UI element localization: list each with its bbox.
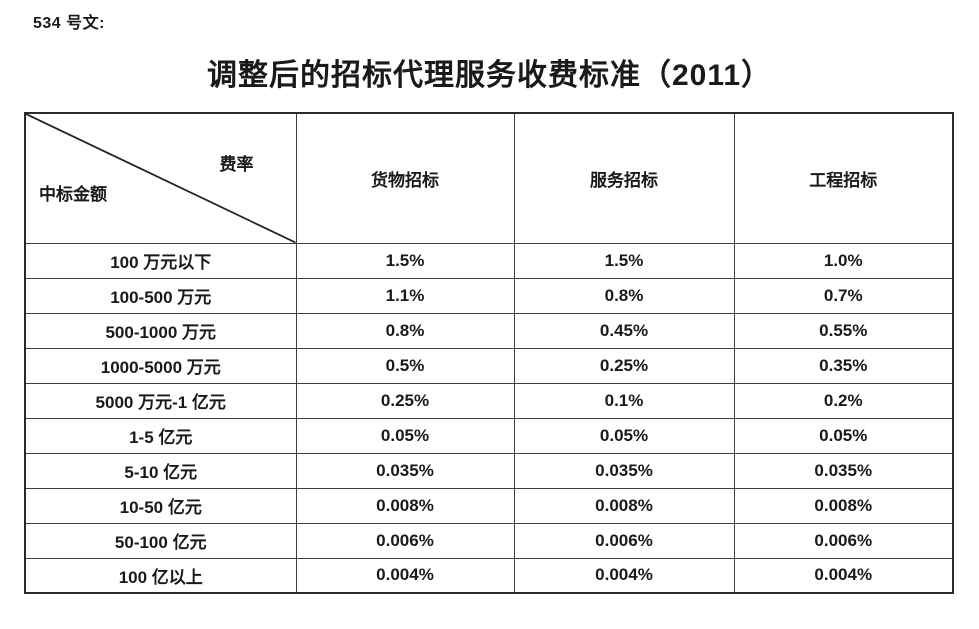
column-header-services: 服务招标 <box>513 112 735 244</box>
table-row: 10-50 亿元 0.008% 0.008% 0.008% <box>24 487 954 524</box>
diagonal-line-icon <box>26 114 296 243</box>
fee-cell: 0.8% <box>295 312 515 349</box>
table-row: 50-100 亿元 0.006% 0.006% 0.006% <box>24 522 954 559</box>
row-label: 5000 万元-1 亿元 <box>24 382 297 419</box>
fee-cell: 0.35% <box>733 347 954 384</box>
fee-cell: 0.1% <box>513 382 735 419</box>
row-label: 100 万元以下 <box>24 242 297 279</box>
fee-cell: 0.8% <box>513 277 735 314</box>
fee-cell: 0.5% <box>295 347 515 384</box>
table-row: 1-5 亿元 0.05% 0.05% 0.05% <box>24 417 954 454</box>
fee-cell: 0.2% <box>733 382 954 419</box>
fee-cell: 0.008% <box>733 487 954 524</box>
row-label: 5-10 亿元 <box>24 452 297 489</box>
row-label: 1000-5000 万元 <box>24 347 297 384</box>
page-title: 调整后的招标代理服务收费标准（2011） <box>206 59 773 92</box>
fee-cell: 1.1% <box>295 277 515 314</box>
corner-label-rate: 费率 <box>219 155 254 174</box>
table-row: 500-1000 万元 0.8% 0.45% 0.55% <box>24 312 954 349</box>
fee-cell: 0.035% <box>733 452 954 489</box>
fee-cell: 0.55% <box>733 312 954 349</box>
fee-cell: 1.0% <box>733 242 954 279</box>
fee-cell: 0.25% <box>295 382 515 419</box>
fee-cell: 0.008% <box>513 487 735 524</box>
fee-cell: 0.035% <box>513 452 735 489</box>
fee-cell: 0.035% <box>295 452 515 489</box>
table-row: 5-10 亿元 0.035% 0.035% 0.035% <box>24 452 954 489</box>
table-row: 100-500 万元 1.1% 0.8% 0.7% <box>24 277 954 314</box>
fee-cell: 0.05% <box>513 417 735 454</box>
column-header-goods: 货物招标 <box>295 112 515 244</box>
row-label: 10-50 亿元 <box>24 487 297 524</box>
row-label: 100 亿以上 <box>24 557 297 594</box>
fee-cell: 0.006% <box>295 522 515 559</box>
fee-cell: 0.004% <box>513 557 735 594</box>
fee-cell: 1.5% <box>513 242 735 279</box>
table-row: 100 万元以下 1.5% 1.5% 1.0% <box>24 242 954 279</box>
column-header-works: 工程招标 <box>733 112 954 244</box>
row-label: 1-5 亿元 <box>24 417 297 454</box>
table-row: 1000-5000 万元 0.5% 0.25% 0.35% <box>24 347 954 384</box>
table-row: 100 亿以上 0.004% 0.004% 0.004% <box>24 557 954 594</box>
fee-cell: 0.7% <box>733 277 954 314</box>
row-label: 500-1000 万元 <box>24 312 297 349</box>
row-label: 100-500 万元 <box>24 277 297 314</box>
header-row: 费率 中标金额 货物招标 服务招标 工程招标 <box>24 112 954 244</box>
fee-cell: 1.5% <box>295 242 515 279</box>
fee-table: 费率 中标金额 货物招标 服务招标 工程招标 100 万元以下 1.5% 1.5… <box>24 112 954 594</box>
fee-cell: 0.05% <box>733 417 954 454</box>
doc-number-label: 534 号文: <box>33 15 105 32</box>
fee-cell: 0.45% <box>513 312 735 349</box>
fee-cell: 0.006% <box>513 522 735 559</box>
corner-cell: 费率 中标金额 <box>24 112 297 244</box>
fee-cell: 0.25% <box>513 347 735 384</box>
row-label: 50-100 亿元 <box>24 522 297 559</box>
fee-cell: 0.006% <box>733 522 954 559</box>
fee-cell: 0.004% <box>733 557 954 594</box>
corner-label-amount: 中标金额 <box>39 184 107 204</box>
fee-cell: 0.008% <box>295 487 515 524</box>
table-row: 5000 万元-1 亿元 0.25% 0.1% 0.2% <box>24 382 954 419</box>
fee-cell: 0.05% <box>295 417 515 454</box>
fee-cell: 0.004% <box>295 557 515 594</box>
